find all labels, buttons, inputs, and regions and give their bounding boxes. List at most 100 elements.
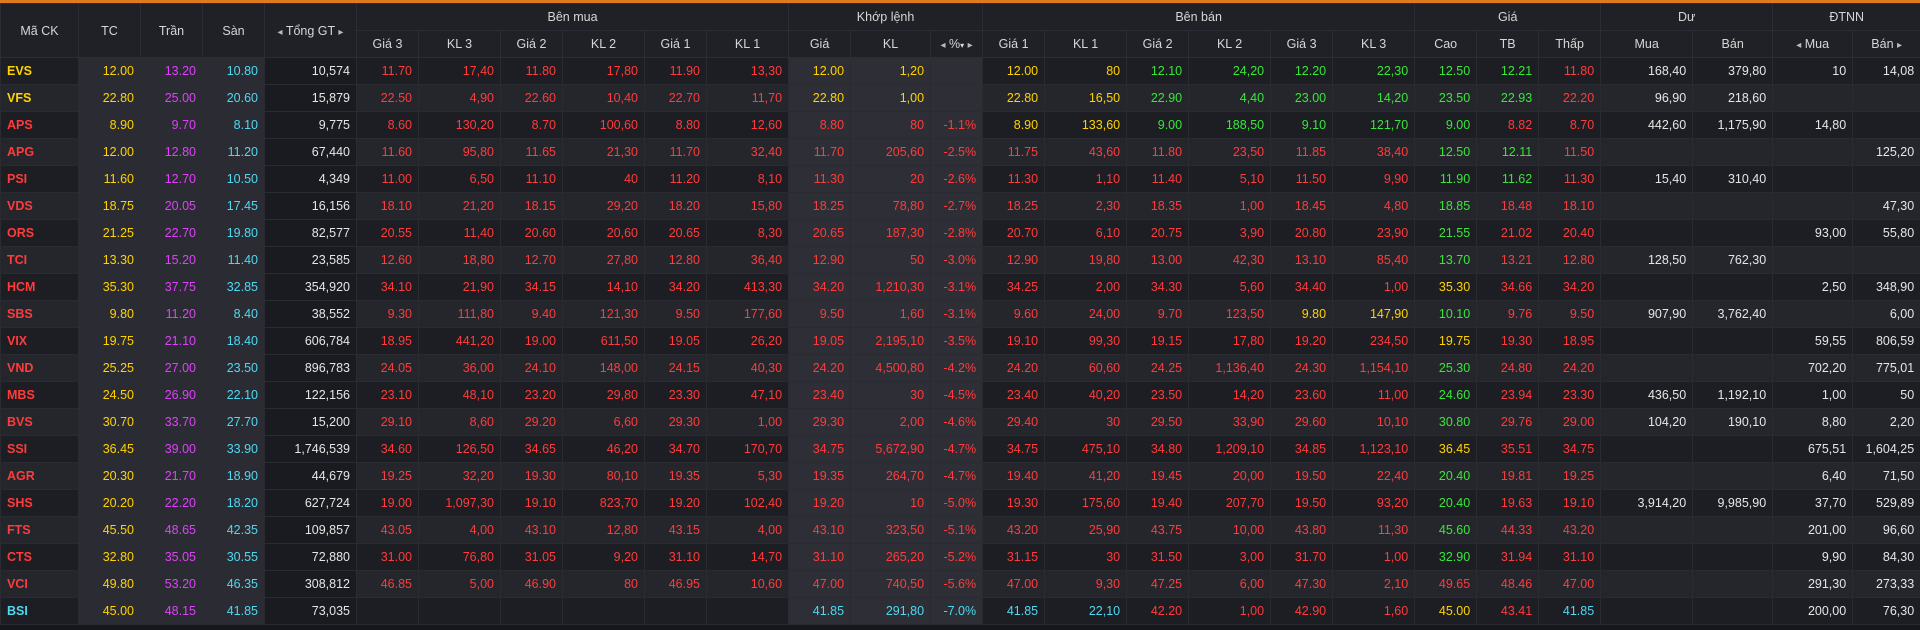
header-match-pct[interactable]: ◂ %▾ ▸ bbox=[930, 30, 984, 58]
symbol-cell[interactable]: SSI bbox=[0, 435, 79, 463]
buy-price-1-cell: 23.30 bbox=[644, 381, 707, 409]
header-total-value[interactable]: ◂ Tổng GT ▸ bbox=[264, 3, 357, 58]
symbol-cell[interactable]: APS bbox=[0, 111, 79, 139]
symbol-cell[interactable]: VND bbox=[0, 354, 79, 382]
symbol-cell[interactable]: APG bbox=[0, 138, 79, 166]
table-row[interactable]: HCM 35.30 37.75 32.85 354,920 34.10 21,90 34.15… bbox=[0, 273, 1920, 301]
foreign-buy-cell: 702,20 bbox=[1772, 354, 1854, 382]
symbol-cell[interactable]: VFS bbox=[0, 84, 79, 112]
symbol-cell[interactable]: VDS bbox=[0, 192, 79, 220]
header-match-price[interactable]: Giá bbox=[788, 30, 852, 58]
header-floor[interactable]: Sàn bbox=[202, 3, 265, 58]
table-row[interactable]: VIX 19.75 21.10 18.40 606,784 18.95 441,20 19.0… bbox=[0, 327, 1920, 355]
header-low[interactable]: Thấp bbox=[1538, 30, 1602, 58]
sell-price-1-cell: 34.25 bbox=[982, 273, 1046, 301]
header-sell-price-2[interactable]: Giá 2 bbox=[1126, 30, 1190, 58]
header-high[interactable]: Cao bbox=[1414, 30, 1478, 58]
table-row[interactable]: MBS 24.50 26.90 22.10 122,156 23.10 48,10 23.20… bbox=[0, 381, 1920, 409]
low-price-cell: 9.50 bbox=[1538, 300, 1602, 328]
symbol-cell[interactable]: BVS bbox=[0, 408, 79, 436]
match-price-cell: 34.20 bbox=[788, 273, 852, 301]
ceiling-price-cell: 9.70 bbox=[140, 111, 203, 139]
symbol-cell[interactable]: CTS bbox=[0, 543, 79, 571]
header-avg[interactable]: TB bbox=[1476, 30, 1540, 58]
table-row[interactable]: TCI 13.30 15.20 11.40 23,585 12.60 18,80 12.70 2… bbox=[0, 246, 1920, 274]
table-row[interactable]: AGR 20.30 21.70 18.90 44,679 19.25 32,20 19.30 8… bbox=[0, 462, 1920, 490]
header-sell-price-1[interactable]: Giá 1 bbox=[982, 30, 1046, 58]
header-sell-vol-3[interactable]: KL 3 bbox=[1332, 30, 1416, 58]
sell-price-1-cell: 22.80 bbox=[982, 84, 1046, 112]
symbol-cell[interactable]: VCI bbox=[0, 570, 79, 598]
table-row[interactable]: ORS 21.25 22.70 19.80 82,577 20.55 11,40 20.60 2… bbox=[0, 219, 1920, 247]
buy-price-1-cell: 34.70 bbox=[644, 435, 707, 463]
symbol-cell[interactable]: PSI bbox=[0, 165, 79, 193]
foreign-buy-cell bbox=[1772, 246, 1854, 274]
sell-price-2-cell: 19.45 bbox=[1126, 462, 1190, 490]
table-row[interactable]: BSI 45.00 48.15 41.85 73,035 41.85 291,80 -7.0%… bbox=[0, 597, 1920, 625]
sell-price-3-cell: 19.50 bbox=[1270, 462, 1334, 490]
header-buy-price-2[interactable]: Giá 2 bbox=[500, 30, 563, 58]
header-match-vol[interactable]: KL bbox=[850, 30, 932, 58]
table-row[interactable]: VDS 18.75 20.05 17.45 16,156 18.10 21,20 18.15 2… bbox=[0, 192, 1920, 220]
header-buy-vol-1[interactable]: KL 1 bbox=[705, 30, 790, 58]
table-row[interactable]: SHS 20.20 22.20 18.20 627,724 19.00 1,097,30 19… bbox=[0, 489, 1920, 517]
symbol-cell[interactable]: SBS bbox=[0, 300, 79, 328]
symbol-cell[interactable]: HCM bbox=[0, 273, 79, 301]
surplus-buy-cell bbox=[1600, 570, 1694, 598]
header-surplus-buy[interactable]: Mua bbox=[1600, 30, 1694, 58]
symbol-cell[interactable]: SHS bbox=[0, 489, 79, 517]
low-price-cell: 18.95 bbox=[1538, 327, 1602, 355]
surplus-sell-cell bbox=[1692, 327, 1774, 355]
sort-desc-icon[interactable]: ▾ bbox=[960, 41, 965, 50]
header-foreign-sell[interactable]: Bán ▸ bbox=[1852, 30, 1920, 58]
foreign-right-arrow-icon[interactable]: ▸ bbox=[1897, 40, 1903, 51]
table-row[interactable]: VND 25.25 27.00 23.50 896,783 24.05 36,00 24.10… bbox=[0, 354, 1920, 382]
symbol-cell[interactable]: TCI bbox=[0, 246, 79, 274]
header-sell-vol-2[interactable]: KL 2 bbox=[1188, 30, 1272, 58]
header-surplus-sell[interactable]: Bán bbox=[1692, 30, 1774, 58]
surplus-sell-cell: 3,762,40 bbox=[1692, 300, 1774, 328]
pct-right-arrow-icon[interactable]: ▸ bbox=[967, 40, 973, 51]
header-ceiling[interactable]: Trần bbox=[140, 3, 203, 58]
high-price-cell: 25.30 bbox=[1414, 354, 1478, 382]
table-row[interactable]: VCI 49.80 53.20 46.35 308,812 46.85 5,00 46.90 8… bbox=[0, 570, 1920, 598]
table-row[interactable]: SBS 9.80 11.20 8.40 38,552 9.30 111,80 9.40 121,… bbox=[0, 300, 1920, 328]
header-buy-vol-2[interactable]: KL 2 bbox=[562, 30, 645, 58]
pct-left-arrow-icon[interactable]: ◂ bbox=[940, 40, 946, 51]
header-foreign-buy[interactable]: ◂ Mua bbox=[1772, 30, 1854, 58]
left-arrow-icon[interactable]: ◂ bbox=[277, 26, 283, 38]
sell-vol-2-cell: 3,00 bbox=[1188, 543, 1272, 571]
header-sell-price-3[interactable]: Giá 3 bbox=[1270, 30, 1334, 58]
table-row[interactable]: SSI 36.45 39.00 33.90 1,746,539 34.60 126,50 34… bbox=[0, 435, 1920, 463]
symbol-cell[interactable]: VIX bbox=[0, 327, 79, 355]
table-row[interactable]: BVS 30.70 33.70 27.70 15,200 29.10 8,60 29.20 6,… bbox=[0, 408, 1920, 436]
foreign-left-arrow-icon[interactable]: ◂ bbox=[1796, 40, 1802, 51]
symbol-cell[interactable]: BSI bbox=[0, 597, 79, 625]
symbol-cell[interactable]: ORS bbox=[0, 219, 79, 247]
table-row[interactable]: VFS 22.80 25.00 20.60 15,879 22.50 4,90 22.60 10… bbox=[0, 84, 1920, 112]
table-row[interactable]: APG 12.00 12.80 11.20 67,440 11.60 95,80 11.65 2… bbox=[0, 138, 1920, 166]
right-arrow-icon[interactable]: ▸ bbox=[338, 26, 344, 38]
buy-price-1-cell: 12.80 bbox=[644, 246, 707, 274]
buy-vol-2-cell: 6,60 bbox=[562, 408, 645, 436]
table-row[interactable]: FTS 45.50 48.65 42.35 109,857 43.05 4,00 43.10 1… bbox=[0, 516, 1920, 544]
header-sell-vol-1[interactable]: KL 1 bbox=[1044, 30, 1128, 58]
table-row[interactable]: PSI 11.60 12.70 10.50 4,349 11.00 6,50 11.10 40 1… bbox=[0, 165, 1920, 193]
buy-price-2-cell: 23.20 bbox=[500, 381, 563, 409]
low-price-cell: 23.30 bbox=[1538, 381, 1602, 409]
buy-price-1-cell: 31.10 bbox=[644, 543, 707, 571]
header-ref[interactable]: TC bbox=[78, 3, 141, 58]
header-buy-price-3[interactable]: Giá 3 bbox=[356, 30, 419, 58]
symbol-cell[interactable]: FTS bbox=[0, 516, 79, 544]
header-buy-price-1[interactable]: Giá 1 bbox=[644, 30, 707, 58]
sell-price-3-cell: 12.20 bbox=[1270, 57, 1334, 85]
table-row[interactable]: EVS 12.00 13.20 10.80 10,574 11.70 17,40 11.80 1… bbox=[0, 57, 1920, 85]
table-row[interactable]: CTS 32.80 35.05 30.55 72,880 31.00 76,80 31.05 9… bbox=[0, 543, 1920, 571]
symbol-cell[interactable]: MBS bbox=[0, 381, 79, 409]
header-symbol[interactable]: Mã CK bbox=[0, 3, 79, 58]
table-row[interactable]: APS 8.90 9.70 8.10 9,775 8.60 130,20 8.70 100,60… bbox=[0, 111, 1920, 139]
symbol-cell[interactable]: EVS bbox=[0, 57, 79, 85]
avg-price-cell: 29.76 bbox=[1476, 408, 1540, 436]
header-buy-vol-3[interactable]: KL 3 bbox=[418, 30, 501, 58]
symbol-cell[interactable]: AGR bbox=[0, 462, 79, 490]
